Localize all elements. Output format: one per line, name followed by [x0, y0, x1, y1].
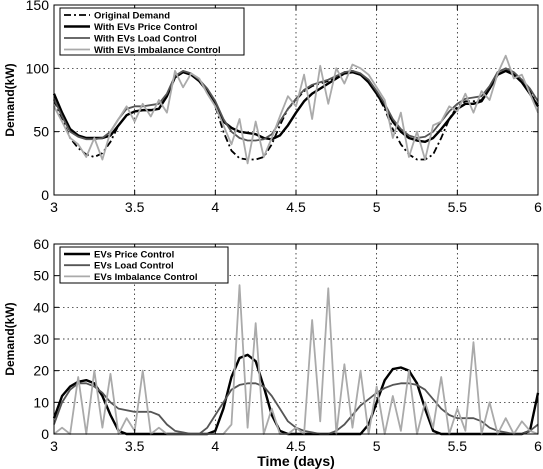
y-tick-label: 50 — [33, 268, 49, 284]
x-tick-label: 3 — [50, 438, 58, 454]
legend-label: Original Demand — [94, 11, 170, 22]
x-tick-label: 4.5 — [286, 438, 306, 454]
legend-label: EVs Load Control — [94, 261, 174, 272]
y-tick-label: 100 — [26, 60, 50, 76]
legend-label: With EVs Price Control — [94, 22, 197, 33]
y-tick-label: 40 — [33, 299, 49, 315]
y-axis-label: Demand(kW) — [3, 63, 17, 136]
legend-label: EVs Imbalance Control — [94, 272, 197, 283]
legend-label: EVs Price Control — [94, 250, 174, 261]
x-tick-label: 3.5 — [125, 199, 145, 215]
x-tick-label: 4 — [211, 438, 219, 454]
y-tick-label: 10 — [33, 394, 49, 410]
x-tick-label: 5 — [373, 438, 381, 454]
x-tick-label: 6 — [534, 438, 542, 454]
x-tick-label: 3.5 — [125, 438, 145, 454]
x-tick-label: 5.5 — [448, 199, 468, 215]
x-tick-label: 4 — [211, 199, 219, 215]
y-tick-label: 50 — [33, 124, 49, 140]
legend-box — [59, 7, 245, 56]
bottom-ev-chart: 3 3.5 4 4.5 5 5.5 60102030405060Demand(kW)Time… — [3, 236, 542, 469]
x-axis-label: Time (days) — [257, 453, 335, 469]
series-line-with-evs-price-control — [52, 69, 540, 144]
x-tick-label: 5.5 — [448, 438, 468, 454]
y-tick-label: 0 — [41, 187, 49, 203]
series-line-with-evs-imbalance-control — [53, 54, 539, 165]
legend-label: With EVs Load Control — [94, 34, 197, 45]
x-tick-label: 5 — [373, 199, 381, 215]
y-tick-label: 20 — [33, 363, 49, 379]
legend-label: With EVs Imbalance Control — [94, 45, 221, 56]
y-tick-label: 30 — [33, 331, 49, 347]
y-tick-label: 150 — [26, 0, 50, 13]
y-axis-label: Demand(kW) — [3, 302, 17, 375]
y-tick-label: 60 — [33, 236, 49, 252]
top-demand-chart: 3 3.5 4 4.5 5 5.5 6 0 50 100 150 Demand(kW) Original… — [3, 0, 542, 215]
x-tick-label: 3 — [50, 199, 58, 215]
y-tick-label: 0 — [41, 426, 49, 442]
x-tick-label: 4.5 — [286, 199, 306, 215]
x-tick-label: 6 — [534, 199, 542, 215]
series-line-with-evs-load-control — [53, 67, 539, 142]
